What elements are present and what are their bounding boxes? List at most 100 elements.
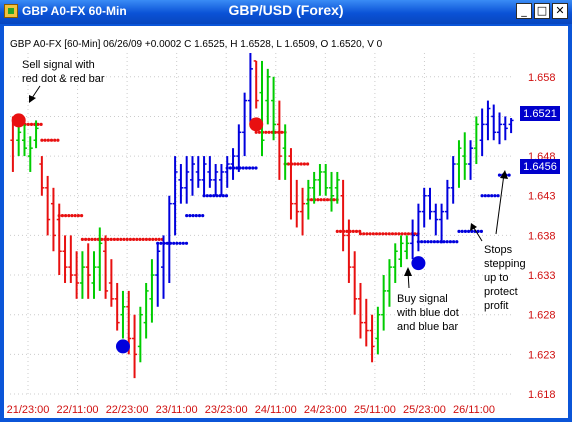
stop-dot bbox=[358, 229, 362, 233]
stop-dot bbox=[325, 198, 330, 202]
stop-dot bbox=[144, 237, 148, 241]
stops-arrowhead-upper bbox=[500, 170, 508, 179]
stop-dot bbox=[345, 229, 349, 233]
stop-dot bbox=[36, 122, 40, 126]
stop-dot bbox=[40, 138, 44, 142]
x-tick-label: 24/23:00 bbox=[304, 404, 347, 416]
buy-signal-dot bbox=[115, 339, 130, 354]
stop-dot bbox=[159, 241, 163, 245]
stop-dot bbox=[387, 232, 391, 236]
stop-dot bbox=[394, 232, 398, 236]
y-tick-label: 1.658 bbox=[528, 72, 556, 84]
stop-dot bbox=[354, 229, 359, 233]
sell-arrowhead bbox=[29, 95, 36, 103]
stop-dot bbox=[429, 240, 433, 244]
stop-dot bbox=[188, 214, 192, 218]
price-chart[interactable]: 1.6581.6531.6481.6431.6381.6331.6281.623… bbox=[4, 26, 568, 418]
stop-dot bbox=[432, 240, 436, 244]
stops-annotation-line-3: up to bbox=[484, 272, 508, 284]
stop-dot bbox=[322, 198, 326, 202]
stops-annotation-line-2: stepping bbox=[484, 258, 526, 270]
stop-dot bbox=[452, 240, 456, 244]
stop-dot bbox=[181, 241, 185, 245]
stop-dot bbox=[490, 194, 494, 198]
stop-dot bbox=[241, 166, 245, 170]
stop-dot bbox=[507, 173, 511, 177]
stop-dot bbox=[351, 229, 355, 233]
stop-dot bbox=[154, 237, 158, 241]
stop-dot bbox=[496, 194, 500, 198]
stop-dot bbox=[138, 237, 142, 241]
stop-dot bbox=[302, 162, 306, 166]
x-tick-label: 23/23:00 bbox=[205, 404, 248, 416]
buy-annotation-line-2: with blue dot bbox=[396, 307, 459, 319]
stop-dot bbox=[397, 232, 401, 236]
y-tick-label: 1.628 bbox=[528, 310, 556, 322]
stop-dot bbox=[365, 232, 369, 236]
stop-dot bbox=[460, 229, 464, 233]
stop-dot bbox=[486, 194, 491, 198]
stop-dot bbox=[194, 214, 198, 218]
stop-dot bbox=[286, 162, 290, 166]
chart-area[interactable]: 1.6581.6531.6481.6431.6381.6331.6281.623… bbox=[4, 26, 568, 418]
buy-signal-dot bbox=[411, 256, 426, 271]
stop-dot bbox=[125, 237, 129, 241]
stop-dot bbox=[497, 173, 502, 177]
app-icon bbox=[4, 4, 18, 18]
stop-dot bbox=[151, 237, 155, 241]
stop-dot bbox=[80, 237, 84, 241]
sell-signal-dot bbox=[11, 113, 26, 128]
stop-dot bbox=[378, 232, 382, 236]
stop-dot bbox=[455, 240, 459, 244]
stop-dot bbox=[273, 130, 277, 134]
stop-dot bbox=[224, 194, 229, 198]
minimize-button[interactable]: _ bbox=[516, 3, 532, 19]
x-tick-label: 22/11:00 bbox=[57, 404, 99, 416]
stop-dot bbox=[293, 162, 297, 166]
stop-dot bbox=[332, 198, 336, 202]
stop-dot bbox=[248, 166, 252, 170]
stop-dot bbox=[49, 138, 54, 142]
stop-dot bbox=[442, 240, 446, 244]
stop-dot bbox=[254, 130, 258, 134]
stop-dot bbox=[60, 214, 64, 218]
stops-annotation: Stops stepping up to protect profit bbox=[484, 244, 529, 312]
stop-dot bbox=[172, 241, 176, 245]
stop-dot bbox=[406, 232, 411, 236]
stop-dot bbox=[338, 229, 343, 233]
stop-dot bbox=[358, 232, 363, 236]
stop-dot bbox=[299, 162, 303, 166]
y-tick-label: 1.643 bbox=[528, 191, 556, 203]
last-price-label: 1.6521 bbox=[523, 108, 557, 120]
stop-dot bbox=[463, 229, 467, 233]
stops-arrow-upper bbox=[495, 173, 505, 235]
maximize-button[interactable]: □ bbox=[534, 3, 550, 19]
stops-annotation-line-5: profit bbox=[484, 300, 508, 312]
stop-dot bbox=[191, 214, 195, 218]
sell-annotation-line-2: red dot & red bar bbox=[22, 73, 105, 85]
stop-dot bbox=[87, 237, 91, 241]
sell-arrow bbox=[31, 85, 41, 99]
stop-dot bbox=[381, 232, 385, 236]
stop-price-label: 1.6456 bbox=[523, 161, 557, 173]
stop-dot bbox=[457, 229, 461, 233]
y-tick-label: 1.633 bbox=[528, 270, 556, 282]
stop-dot bbox=[132, 237, 136, 241]
stop-dot bbox=[73, 214, 77, 218]
buy-annotation-line-3: and blue bar bbox=[397, 321, 458, 333]
sell-annotation: Sell signal with red dot & red bar bbox=[22, 59, 105, 85]
stops-annotation-line-4: protect bbox=[484, 286, 518, 298]
close-button[interactable]: ✕ bbox=[552, 3, 568, 19]
stop-dot bbox=[483, 194, 487, 198]
stop-dot bbox=[53, 138, 57, 142]
y-tick-label: 1.623 bbox=[528, 349, 556, 361]
stop-dot bbox=[106, 237, 110, 241]
stop-dot bbox=[267, 130, 271, 134]
stop-dot bbox=[309, 198, 314, 202]
stop-dot bbox=[122, 237, 126, 241]
title-bar[interactable]: GBP A0-FX 60-Min GBP/USD (Forex) _ □ ✕ bbox=[0, 0, 572, 24]
stop-dot bbox=[467, 229, 471, 233]
stop-dot bbox=[448, 240, 452, 244]
x-axis-labels: 21/23:00 22/11:00 22/23:00 23/11:00 23/23:00… bbox=[7, 404, 495, 416]
